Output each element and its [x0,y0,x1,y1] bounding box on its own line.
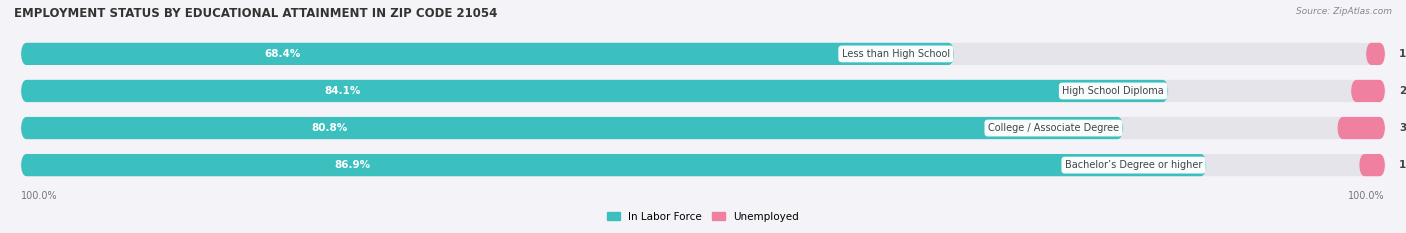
Text: 100.0%: 100.0% [21,191,58,201]
FancyBboxPatch shape [21,154,1206,176]
FancyBboxPatch shape [21,43,955,65]
FancyBboxPatch shape [1360,154,1385,176]
FancyBboxPatch shape [1351,80,1385,102]
Text: High School Diploma: High School Diploma [1063,86,1164,96]
FancyBboxPatch shape [21,43,1385,65]
Legend: In Labor Force, Unemployed: In Labor Force, Unemployed [607,212,799,222]
FancyBboxPatch shape [21,117,1385,139]
Text: 68.4%: 68.4% [264,49,301,59]
Text: Bachelor’s Degree or higher: Bachelor’s Degree or higher [1064,160,1202,170]
Text: College / Associate Degree: College / Associate Degree [988,123,1119,133]
FancyBboxPatch shape [21,117,1123,139]
Text: Less than High School: Less than High School [842,49,950,59]
Text: 80.8%: 80.8% [312,123,347,133]
FancyBboxPatch shape [21,80,1385,102]
Text: 84.1%: 84.1% [323,86,360,96]
Text: 1.4%: 1.4% [1399,49,1406,59]
FancyBboxPatch shape [1367,43,1385,65]
FancyBboxPatch shape [21,80,1168,102]
Text: Source: ZipAtlas.com: Source: ZipAtlas.com [1296,7,1392,16]
Text: 86.9%: 86.9% [335,160,371,170]
FancyBboxPatch shape [21,154,1385,176]
Text: 100.0%: 100.0% [1348,191,1385,201]
Text: EMPLOYMENT STATUS BY EDUCATIONAL ATTAINMENT IN ZIP CODE 21054: EMPLOYMENT STATUS BY EDUCATIONAL ATTAINM… [14,7,498,20]
FancyBboxPatch shape [1337,117,1385,139]
Text: 3.5%: 3.5% [1399,123,1406,133]
Text: 1.9%: 1.9% [1399,160,1406,170]
Text: 2.5%: 2.5% [1399,86,1406,96]
